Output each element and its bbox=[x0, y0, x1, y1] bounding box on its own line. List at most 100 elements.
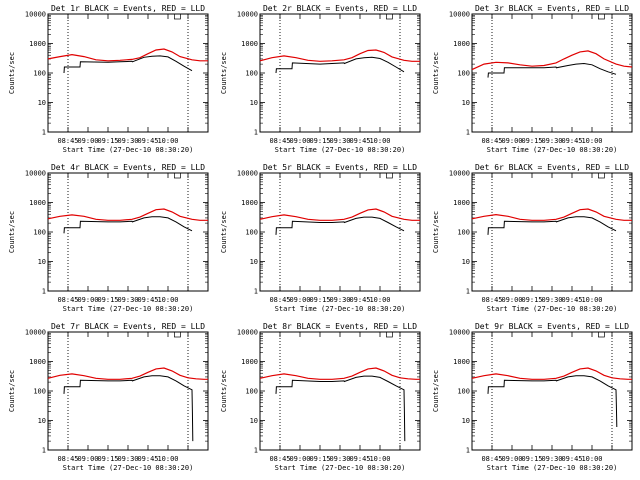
x-tick-label: 10:00 bbox=[369, 455, 390, 463]
x-tick-label: 09:30 bbox=[329, 296, 350, 304]
x-tick-label: 09:15 bbox=[97, 455, 118, 463]
x-tick-label: 09:30 bbox=[541, 455, 562, 463]
y-tick-label: 10 bbox=[462, 99, 470, 107]
y-tick-label: 100 bbox=[245, 388, 258, 396]
x-axis-label: Start Time (27-Dec-10 08:30:20) bbox=[63, 146, 194, 154]
chart-panel-3: Det 3r BLACK = Events, RED = LLD 1 10 100 10… bbox=[432, 4, 633, 154]
y-tick-label: 1 bbox=[42, 447, 46, 455]
y-tick-label: 1000 bbox=[29, 358, 46, 366]
y-tick-label: 1 bbox=[466, 129, 470, 137]
x-axis-label: Start Time (27-Dec-10 08:30:20) bbox=[63, 464, 194, 472]
x-tick-label: 08:45 bbox=[481, 455, 502, 463]
x-tick-label: 10:00 bbox=[157, 296, 178, 304]
x-axis-label: Start Time (27-Dec-10 08:30:20) bbox=[275, 146, 406, 154]
x-tick-label: 09:30 bbox=[117, 137, 138, 145]
y-axis-label: Counts/sec bbox=[220, 211, 228, 253]
y-tick-label: 1 bbox=[254, 129, 258, 137]
panel-title: Det 6r BLACK = Events, RED = LLD bbox=[475, 163, 629, 172]
x-tick-label: 09:30 bbox=[117, 296, 138, 304]
chart-panel-8: Det 8r BLACK = Events, RED = LLD 1 10 100 10… bbox=[220, 322, 421, 472]
legend-marker-box bbox=[174, 172, 181, 179]
chart-panel-6: Det 6r BLACK = Events, RED = LLD 1 10 100 10… bbox=[432, 163, 633, 313]
legend-marker-box bbox=[386, 331, 393, 338]
x-tick-label: 09:45 bbox=[349, 455, 370, 463]
y-tick-label: 100 bbox=[33, 388, 46, 396]
y-tick-label: 10000 bbox=[449, 11, 470, 19]
x-tick-label: 09:00 bbox=[77, 455, 98, 463]
y-tick-label: 1 bbox=[42, 129, 46, 137]
y-tick-label: 10 bbox=[38, 417, 46, 425]
y-tick-label: 100 bbox=[457, 70, 470, 78]
plot-frame bbox=[47, 331, 209, 451]
x-tick-label: 09:45 bbox=[561, 137, 582, 145]
series-line-events bbox=[63, 55, 193, 74]
y-tick-label: 1 bbox=[466, 288, 470, 296]
y-tick-label: 1000 bbox=[453, 199, 470, 207]
y-tick-label: 100 bbox=[457, 229, 470, 237]
y-tick-label: 100 bbox=[245, 70, 258, 78]
x-tick-label: 08:45 bbox=[57, 137, 78, 145]
y-tick-label: 10000 bbox=[237, 329, 258, 337]
y-tick-label: 10 bbox=[38, 99, 46, 107]
x-tick-label: 09:45 bbox=[137, 137, 158, 145]
x-tick-label: 09:15 bbox=[521, 137, 542, 145]
y-tick-label: 1000 bbox=[453, 40, 470, 48]
panel-title: Det 4r BLACK = Events, RED = LLD bbox=[51, 163, 205, 172]
y-tick-label: 1 bbox=[466, 447, 470, 455]
series-line-lld bbox=[259, 208, 420, 221]
x-axis-label: Start Time (27-Dec-10 08:30:20) bbox=[487, 464, 618, 472]
x-tick-label: 09:30 bbox=[329, 137, 350, 145]
series-line-lld bbox=[471, 50, 633, 71]
x-tick-label: 09:00 bbox=[77, 296, 98, 304]
x-tick-label: 09:30 bbox=[329, 455, 350, 463]
chart-panel-2: Det 2r BLACK = Events, RED = LLD 1 10 100 10… bbox=[220, 4, 421, 154]
legend-marker-box bbox=[598, 331, 605, 338]
y-tick-label: 100 bbox=[457, 388, 470, 396]
x-tick-label: 09:00 bbox=[501, 137, 522, 145]
y-tick-label: 10000 bbox=[449, 329, 470, 337]
y-tick-label: 10000 bbox=[25, 11, 46, 19]
x-tick-label: 09:00 bbox=[289, 455, 310, 463]
x-tick-label: 08:45 bbox=[269, 296, 290, 304]
x-tick-label: 10:00 bbox=[581, 296, 602, 304]
x-tick-label: 09:00 bbox=[289, 137, 310, 145]
legend-marker-box bbox=[598, 13, 605, 20]
legend-marker-box bbox=[174, 13, 181, 20]
chart-panel-7: Det 7r BLACK = Events, RED = LLD 1 10 100 10… bbox=[8, 322, 209, 472]
y-tick-label: 1000 bbox=[241, 40, 258, 48]
y-tick-label: 10 bbox=[462, 417, 470, 425]
series-line-events bbox=[63, 216, 193, 234]
plot-frame bbox=[259, 13, 421, 133]
chart-panel-5: Det 5r BLACK = Events, RED = LLD 1 10 100 10… bbox=[220, 163, 421, 313]
y-tick-label: 1 bbox=[254, 447, 258, 455]
y-tick-label: 10 bbox=[462, 258, 470, 266]
x-tick-label: 09:30 bbox=[117, 455, 138, 463]
y-axis-label: Counts/sec bbox=[432, 370, 440, 412]
y-tick-label: 1000 bbox=[29, 40, 46, 48]
series-line-events bbox=[275, 56, 405, 74]
x-tick-label: 09:30 bbox=[541, 137, 562, 145]
x-tick-label: 09:15 bbox=[309, 296, 330, 304]
panel-title: Det 1r BLACK = Events, RED = LLD bbox=[51, 4, 205, 13]
x-tick-label: 10:00 bbox=[157, 455, 178, 463]
x-tick-label: 09:15 bbox=[309, 137, 330, 145]
x-tick-label: 09:45 bbox=[561, 296, 582, 304]
x-tick-label: 09:15 bbox=[521, 455, 542, 463]
y-tick-label: 1000 bbox=[453, 358, 470, 366]
x-tick-label: 08:45 bbox=[269, 137, 290, 145]
plot-frame bbox=[47, 172, 209, 292]
x-tick-label: 10:00 bbox=[369, 296, 390, 304]
series-line-events bbox=[487, 216, 617, 235]
y-tick-label: 10000 bbox=[25, 170, 46, 178]
x-tick-label: 10:00 bbox=[369, 137, 390, 145]
plot-frame bbox=[259, 172, 421, 292]
legend-marker-box bbox=[174, 331, 181, 338]
y-tick-label: 1 bbox=[42, 288, 46, 296]
y-tick-label: 10 bbox=[250, 99, 258, 107]
y-tick-label: 10000 bbox=[237, 170, 258, 178]
legend-marker-box bbox=[386, 13, 393, 20]
x-axis-label: Start Time (27-Dec-10 08:30:20) bbox=[487, 305, 618, 313]
plot-frame bbox=[471, 331, 633, 451]
x-tick-label: 08:45 bbox=[57, 296, 78, 304]
